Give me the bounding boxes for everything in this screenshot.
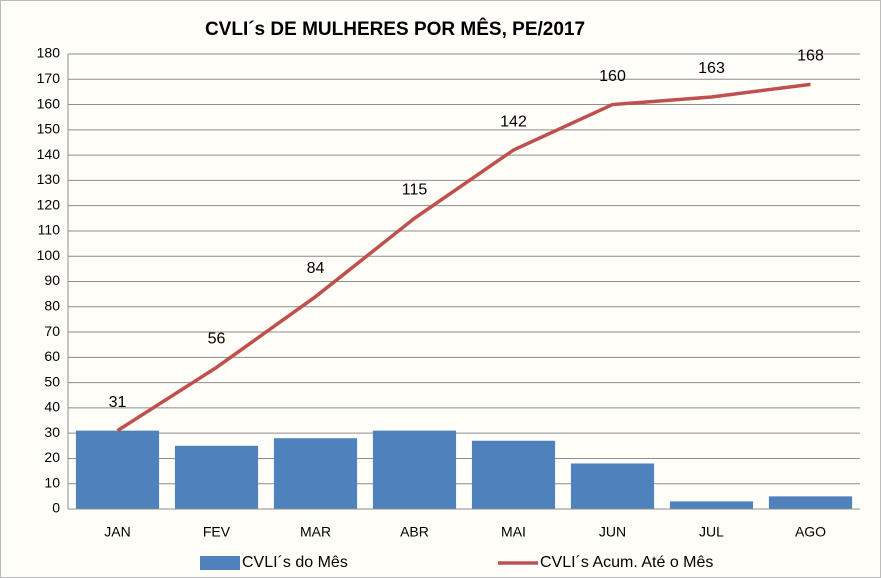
- y-tick-label: 20: [44, 449, 60, 465]
- bar: [768, 496, 853, 509]
- x-tick-label: ABR: [400, 524, 429, 540]
- data-label: 84: [307, 260, 325, 277]
- legend-swatch: [200, 556, 240, 570]
- line: [116, 82, 811, 433]
- data-label: 142: [500, 113, 527, 130]
- y-tick-label: 80: [44, 297, 60, 313]
- y-tick-label: 160: [37, 95, 61, 111]
- x-tick-label: JUL: [699, 524, 724, 540]
- data-label: 160: [599, 68, 626, 85]
- y-tick-label: 50: [44, 373, 60, 389]
- y-tick-label: 100: [37, 247, 61, 263]
- bar: [669, 501, 754, 509]
- x-tick-label: JAN: [104, 524, 130, 540]
- bar: [372, 430, 457, 509]
- bar: [174, 445, 259, 509]
- y-tick-label: 120: [37, 196, 61, 212]
- data-label: 163: [698, 60, 725, 77]
- y-tick-label: 0: [52, 500, 60, 516]
- y-tick-label: 70: [44, 323, 60, 339]
- data-label: 56: [208, 331, 226, 348]
- x-tick-label: AGO: [795, 524, 826, 540]
- y-tick-label: 130: [37, 171, 61, 187]
- y-tick-label: 10: [44, 474, 60, 490]
- bar: [273, 438, 358, 509]
- legend-label: CVLI´s Acum. Até o Mês: [540, 554, 713, 571]
- y-tick-label: 150: [37, 121, 61, 137]
- legend-label: CVLI´s do Mês: [242, 554, 348, 571]
- bar: [471, 440, 556, 509]
- chart-title: CVLI´s DE MULHERES POR MÊS, PE/2017: [205, 18, 585, 40]
- data-label: 168: [797, 48, 824, 65]
- y-tick-label: 90: [44, 272, 60, 288]
- data-label: 115: [402, 182, 428, 199]
- y-tick-label: 40: [44, 399, 60, 415]
- y-tick-label: 30: [44, 424, 60, 440]
- x-tick-label: JUN: [599, 524, 626, 540]
- bar: [570, 463, 655, 509]
- y-tick-label: 140: [37, 146, 61, 162]
- x-tick-label: FEV: [203, 524, 231, 540]
- y-tick-label: 180: [37, 45, 61, 61]
- y-tick-label: 110: [38, 222, 61, 238]
- data-label: 31: [109, 394, 127, 411]
- x-tick-label: MAR: [300, 524, 331, 540]
- x-tick-label: MAI: [501, 524, 526, 540]
- bar: [75, 430, 160, 509]
- y-tick-label: 60: [44, 348, 60, 364]
- y-tick-label: 170: [37, 70, 61, 86]
